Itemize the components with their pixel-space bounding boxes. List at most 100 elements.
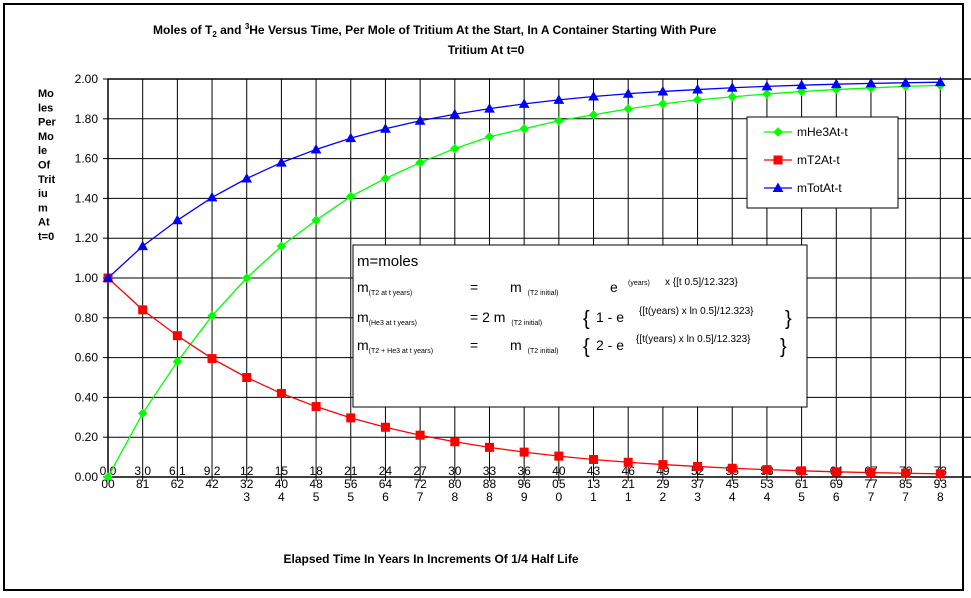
x-tick-label: 64 xyxy=(379,477,393,491)
x-tick-label: 6.1 xyxy=(169,464,186,478)
equation-box: m=moles m(T2 at t years) = m (T2 initial)… xyxy=(352,244,808,408)
y-label-line: Trit xyxy=(38,174,55,186)
x-tick-label: 72 xyxy=(413,477,427,491)
equation-1-e: e xyxy=(610,279,618,295)
data-point-mHe3At-t xyxy=(172,356,183,367)
data-point-mTotAt-t xyxy=(414,115,426,125)
x-tick-label: 12 xyxy=(240,464,254,478)
data-point-mT2At-t xyxy=(727,463,737,473)
x-tick-label: 9 xyxy=(521,490,528,504)
data-point-mTotAt-t xyxy=(830,78,842,89)
equation-box-frame xyxy=(352,244,808,408)
y-tick-label: 0.60 xyxy=(75,351,99,365)
data-point-mT2At-t xyxy=(623,457,633,467)
legend-marker xyxy=(773,127,783,137)
data-point-mT2At-t xyxy=(589,454,599,464)
x-tick-label: 5 xyxy=(798,490,805,504)
y-label-line: m xyxy=(38,202,48,214)
data-point-mTotAt-t xyxy=(380,123,391,133)
data-point-mHe3At-t xyxy=(588,110,599,120)
y-tick-label: 2.00 xyxy=(75,72,99,86)
x-axis-label: Elapsed Time In Years In Increments Of 1… xyxy=(283,552,578,566)
x-tick-labels: 0.0003.0816.1629.24212323154041848521565… xyxy=(100,464,948,504)
data-point-mT2At-t xyxy=(484,442,494,452)
x-tick-label: 81 xyxy=(136,477,150,491)
data-point-mT2At-t xyxy=(311,402,321,412)
equation-3-brace-left: { xyxy=(583,336,590,358)
data-point-mHe3At-t xyxy=(380,173,391,184)
y-label-line: Mo xyxy=(38,131,54,143)
x-tick-label: 37 xyxy=(691,477,705,491)
data-point-mT2At-t xyxy=(276,388,286,398)
data-point-mHe3At-t xyxy=(796,86,807,97)
equation-3-lhs: m(T2 + He3 at t years) xyxy=(357,337,433,355)
data-point-mHe3At-t xyxy=(519,124,529,134)
data-point-mT2At-t xyxy=(519,447,529,457)
data-point-mHe3At-t xyxy=(311,215,321,225)
data-point-mT2At-t xyxy=(346,413,356,423)
x-tick-label: 36 xyxy=(517,464,531,478)
data-point-mT2At-t xyxy=(242,373,252,382)
data-point-mTotAt-t xyxy=(206,191,218,202)
x-tick-label: 21 xyxy=(622,477,636,491)
x-tick-label: 40 xyxy=(275,477,289,491)
y-label-line: iu xyxy=(38,188,48,200)
x-tick-label: 1 xyxy=(590,490,597,504)
data-point-mTotAt-t xyxy=(345,132,357,143)
data-point-mTotAt-t xyxy=(241,172,253,183)
x-tick-label: 53 xyxy=(760,477,774,491)
x-tick-label: 62 xyxy=(171,477,185,491)
data-point-mTotAt-t xyxy=(622,88,634,98)
data-point-mHe3At-t xyxy=(346,191,356,202)
x-tick-label: 8 xyxy=(486,490,493,504)
data-point-mTotAt-t xyxy=(900,77,911,87)
x-tick-label: 33 xyxy=(483,464,497,478)
x-tick-label: 61 xyxy=(795,477,809,491)
data-point-mT2At-t xyxy=(207,354,217,364)
data-point-mHe3At-t xyxy=(276,241,287,251)
legend-marker xyxy=(773,155,783,165)
y-tick-label: 1.60 xyxy=(75,152,99,166)
data-point-mHe3At-t xyxy=(137,408,148,419)
legend-label: mHe3At-t xyxy=(797,125,848,139)
data-point-mT2At-t xyxy=(693,461,703,471)
legend: mHe3At-t mT2At-t mTotAt-t xyxy=(746,116,899,209)
legend-marker xyxy=(772,182,784,192)
x-tick-label: 7 xyxy=(417,490,424,504)
data-point-mTotAt-t xyxy=(310,143,322,154)
x-tick-label: 32 xyxy=(240,477,254,491)
data-point-mTotAt-t xyxy=(934,76,946,87)
x-tick-label: 24 xyxy=(379,464,393,478)
x-tick-label: 0 xyxy=(555,490,562,504)
data-point-mTotAt-t xyxy=(137,240,149,251)
x-tick-label: 3 xyxy=(694,490,701,504)
y-tick-labels: 0.00 0.20 0.40 0.60 0.80 1.00 1.20 1.40 1.60 1.80… xyxy=(75,72,99,484)
data-point-mTotAt-t xyxy=(761,80,773,91)
x-tick-label: 5 xyxy=(347,490,354,504)
x-tick-label: 05 xyxy=(552,477,566,491)
y-tick-label: 0.20 xyxy=(75,430,99,444)
data-point-mT2At-t xyxy=(831,467,841,477)
x-tick-label: 69 xyxy=(830,477,844,491)
x-tick-label: 00 xyxy=(101,477,115,491)
y-label-line: Of xyxy=(38,160,51,172)
data-point-mHe3At-t xyxy=(207,311,217,321)
data-point-mHe3At-t xyxy=(658,99,668,109)
y-label-line: les xyxy=(38,102,53,114)
data-point-mT2At-t xyxy=(797,466,807,476)
data-point-mTotAt-t xyxy=(588,90,599,101)
equation-2-equals: = 2 m (T2 initial) xyxy=(470,309,542,327)
equation-1-lhs: m(T2 at t years) xyxy=(357,279,412,297)
data-point-mT2At-t xyxy=(935,469,945,479)
data-point-mT2At-t xyxy=(172,331,182,341)
x-tick-label: 18 xyxy=(309,464,323,478)
data-point-mTotAt-t xyxy=(726,82,738,92)
equation-moles-def: m=moles xyxy=(357,253,418,270)
x-tick-label: 85 xyxy=(899,477,913,491)
x-tick-label: 21 xyxy=(344,464,358,478)
series-group xyxy=(102,76,946,482)
data-point-mHe3At-t xyxy=(415,157,425,168)
x-tick-label: 30 xyxy=(448,464,462,478)
legend-label: mT2At-t xyxy=(797,153,840,167)
x-tick-label: 3.0 xyxy=(134,464,151,478)
